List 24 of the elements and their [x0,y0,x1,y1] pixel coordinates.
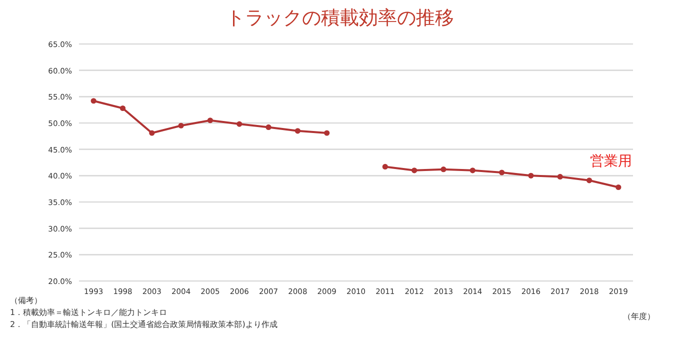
point [412,168,418,174]
point [207,118,214,124]
point [498,170,505,176]
point [120,105,126,112]
point [557,174,563,180]
text: 1．積載効率＝輸送トンキロ／能力トンキロ [10,308,168,317]
point [149,130,155,136]
point [470,168,476,174]
text: （備考） [10,296,42,305]
point [324,130,330,136]
point [586,178,592,184]
point [616,184,622,190]
text: 2．「自動車統計輸送年報」(国土交通省総合政策局情報政策本部)より作成 [10,320,278,329]
point [236,121,242,127]
point [266,124,272,130]
series-label: 営業用 [590,153,632,170]
point [382,164,388,170]
point [440,166,446,172]
x-axis-title: （年度） [623,312,655,321]
point [90,98,96,104]
point [528,172,534,178]
chart-title: トラックの積載効率の推移 [226,7,454,29]
point [178,122,184,128]
point [294,128,300,134]
